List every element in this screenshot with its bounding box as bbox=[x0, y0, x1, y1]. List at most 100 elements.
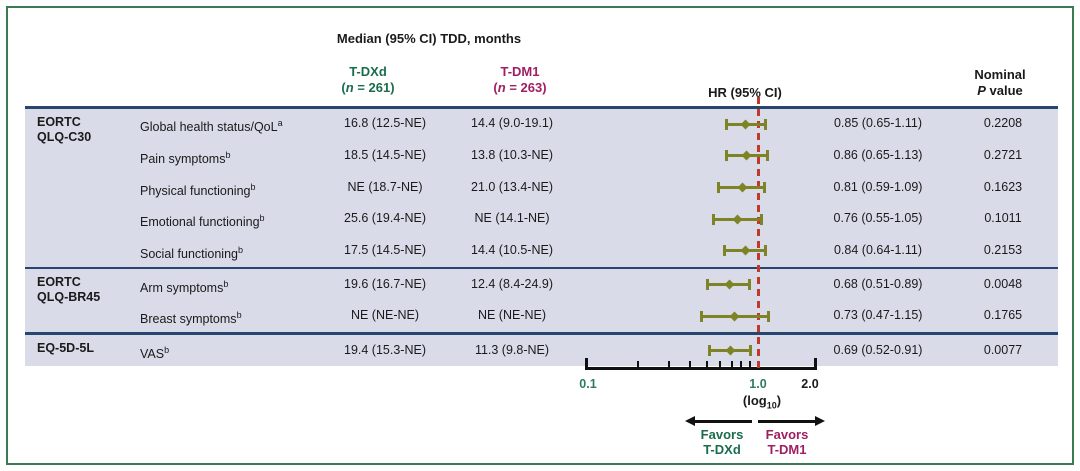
row-tdm1-median: 14.4 (9.0-19.1) bbox=[471, 116, 553, 131]
group-band bbox=[25, 334, 1058, 367]
tdm1-n-rest: = 263) bbox=[505, 80, 547, 95]
row-tdxd-median: NE (18.7-NE) bbox=[347, 179, 423, 194]
ci-cap-high bbox=[764, 245, 768, 257]
row-p-value: 0.1623 bbox=[983, 179, 1023, 194]
favors-tdxd-label: Favors T-DXd bbox=[700, 427, 744, 457]
favors-right-arrowhead-icon bbox=[815, 416, 825, 426]
row-tdxd-median: 18.5 (14.5-NE) bbox=[344, 147, 426, 162]
ci-cap-high bbox=[762, 182, 766, 193]
favors-left-arrowhead-icon bbox=[685, 416, 695, 426]
column-header-tdxd: T-DXd (n = 261) bbox=[341, 64, 394, 96]
tdxd-header-name: T-DXd bbox=[349, 64, 387, 79]
row-tdm1-median: 11.3 (9.8-NE) bbox=[474, 342, 550, 357]
x-axis-left-cap bbox=[585, 358, 588, 369]
row-p-value: 0.1765 bbox=[983, 308, 1023, 323]
row-tdm1-median: 14.4 (10.5-NE) bbox=[471, 242, 553, 257]
ci-cap-high bbox=[749, 345, 753, 356]
group-separator-rule bbox=[25, 332, 1058, 335]
log-label-pre: (log bbox=[742, 393, 767, 408]
scale-footnote: b bbox=[164, 344, 170, 355]
row-scale-label: Arm symptomsb bbox=[140, 276, 228, 296]
row-tdm1-median: 12.4 (8.4-24.9) bbox=[471, 276, 553, 291]
row-tdm1-median: 21.0 (13.4-NE) bbox=[471, 179, 553, 194]
row-hr-text: 0.84 (0.64-1.11) bbox=[833, 242, 923, 257]
ci-cap-low bbox=[723, 245, 727, 257]
x-axis-minor-tick bbox=[749, 361, 752, 368]
row-scale-label: Breast symptomsb bbox=[140, 307, 242, 327]
column-header-tdm1: T-DM1 (n = 263) bbox=[493, 64, 546, 96]
row-tdxd-median: NE (NE-NE) bbox=[350, 308, 420, 323]
favors-right-line1: Favors bbox=[765, 427, 809, 442]
ci-cap-low bbox=[724, 150, 728, 162]
group-band bbox=[25, 269, 1058, 333]
x-axis-minor-tick bbox=[688, 361, 691, 368]
group-label-line: QLQ-C30 bbox=[37, 129, 92, 144]
ci-cap-low bbox=[700, 310, 704, 322]
group-label: EQ-5D-5L bbox=[37, 341, 94, 356]
row-tdxd-median: 16.8 (12.5-NE) bbox=[344, 116, 426, 131]
x-axis-scale-label: (log10) bbox=[743, 393, 781, 411]
group-band bbox=[25, 108, 1058, 267]
group-label: EORTC QLQ-C30 bbox=[37, 115, 91, 145]
log-label-post: ) bbox=[776, 393, 782, 408]
tdm1-header-n: (n = 263) bbox=[493, 80, 546, 96]
x-axis-right-cap bbox=[814, 358, 817, 369]
row-scale-label: Emotional functioningb bbox=[140, 210, 265, 230]
favors-left-arrow-line bbox=[694, 420, 752, 423]
ci-cap-low bbox=[717, 182, 721, 193]
figure-title: Median (95% CI) TDD, months bbox=[336, 31, 522, 46]
row-scale-label: Physical functioningb bbox=[140, 179, 256, 199]
row-hr-text: 0.86 (0.65-1.13) bbox=[833, 147, 923, 162]
ci-cap-low bbox=[724, 118, 728, 130]
row-hr-text: 0.69 (0.52-0.91) bbox=[833, 342, 923, 357]
ci-cap-high bbox=[747, 279, 751, 291]
column-header-pvalue: Nominal P value bbox=[974, 67, 1025, 99]
group-label: EORTC QLQ-BR45 bbox=[37, 275, 100, 305]
row-tdm1-median: NE (14.1-NE) bbox=[474, 211, 550, 226]
scale-footnote: b bbox=[250, 181, 256, 192]
row-p-value: 0.2721 bbox=[983, 147, 1023, 162]
row-p-value: 0.0077 bbox=[983, 342, 1023, 357]
group-separator-rule bbox=[25, 266, 1058, 269]
row-tdxd-median: 19.6 (16.7-NE) bbox=[344, 276, 426, 291]
table-header-rule bbox=[25, 106, 1058, 109]
figure-border bbox=[6, 6, 1074, 465]
x-axis-tick-label-2-0: 2.0 bbox=[801, 377, 819, 391]
scale-footnote: b bbox=[236, 310, 242, 321]
tdm1-header-name: T-DM1 bbox=[500, 64, 540, 79]
pvalue-header-line1: Nominal bbox=[974, 67, 1026, 82]
ci-cap-high bbox=[760, 213, 764, 225]
scale-footnote: b bbox=[259, 213, 265, 224]
reference-line-hr1 bbox=[756, 97, 760, 368]
scale-name: Breast symptoms bbox=[140, 312, 237, 327]
x-axis-minor-tick bbox=[719, 361, 722, 368]
row-scale-label: Social functioningb bbox=[140, 242, 243, 262]
scale-name: Emotional functioning bbox=[140, 215, 260, 230]
group-label-line: EORTC bbox=[37, 114, 81, 129]
favors-tdm1-label: Favors T-DM1 bbox=[765, 427, 809, 457]
x-axis-tick-label-1-0: 1.0 bbox=[749, 377, 767, 391]
ci-cap-high bbox=[765, 150, 769, 162]
row-p-value: 0.0048 bbox=[983, 276, 1023, 291]
ci-cap-high bbox=[766, 310, 770, 322]
x-axis-minor-tick bbox=[705, 361, 708, 368]
x-axis-line bbox=[585, 367, 817, 370]
scale-name: Arm symptoms bbox=[140, 280, 224, 295]
scale-name: Social functioning bbox=[140, 246, 238, 261]
row-scale-label: VASb bbox=[140, 342, 169, 362]
row-tdxd-median: 19.4 (15.3-NE) bbox=[344, 342, 426, 357]
row-hr-text: 0.68 (0.51-0.89) bbox=[833, 276, 923, 291]
scale-footnote: b bbox=[223, 278, 229, 289]
favors-left-line2: T-DXd bbox=[703, 441, 741, 457]
tdxd-n-rest: = 261) bbox=[353, 80, 395, 95]
tdxd-header-n: (n = 261) bbox=[341, 80, 394, 96]
tdxd-n-open: ( bbox=[341, 80, 346, 95]
row-hr-text: 0.85 (0.65-1.11) bbox=[833, 116, 923, 131]
row-tdm1-median: 13.8 (10.3-NE) bbox=[471, 147, 553, 162]
favors-left-line1: Favors bbox=[700, 427, 744, 442]
group-label-line: EQ-5D-5L bbox=[37, 340, 94, 355]
x-axis-tick-label-0-1: 0.1 bbox=[579, 377, 597, 391]
pvalue-header-rest: value bbox=[985, 83, 1023, 98]
scale-footnote: b bbox=[237, 244, 243, 255]
